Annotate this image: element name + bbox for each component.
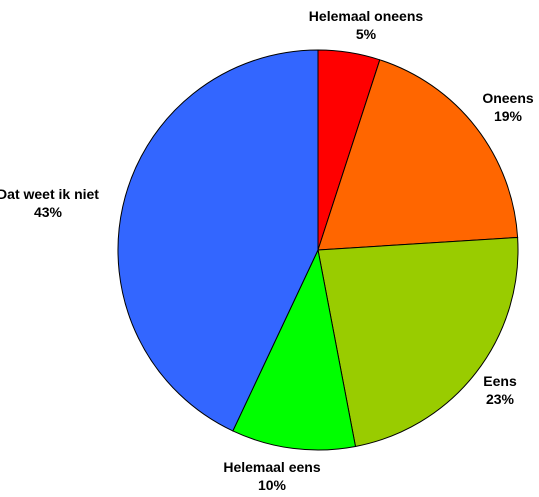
slice-label: Helemaal oneens: [309, 8, 424, 24]
pie-slice-dat-weet-ik-niet: [117, 49, 319, 432]
slice-value-label: 5%: [356, 26, 377, 42]
pie-slice-eens: [317, 236, 519, 448]
slice-label: Dat weet ik niet: [0, 186, 99, 202]
pie-labels: Helemaal oneens 5% Oneens 19% Eens 23% Helemaa…: [0, 8, 534, 493]
pie-slices: [117, 49, 519, 451]
slice-label: Eens: [483, 373, 517, 389]
slice-value-label: 19%: [494, 108, 523, 124]
pie-slice-oneens: [317, 59, 519, 251]
slice-label: Oneens: [482, 90, 534, 106]
pie-slice-helemaal-eens: [232, 248, 357, 451]
slice-label: Helemaal eens: [223, 459, 320, 475]
slice-value-label: 23%: [486, 391, 515, 407]
slice-value-label: 10%: [258, 477, 287, 493]
slice-value-label: 43%: [34, 204, 63, 220]
